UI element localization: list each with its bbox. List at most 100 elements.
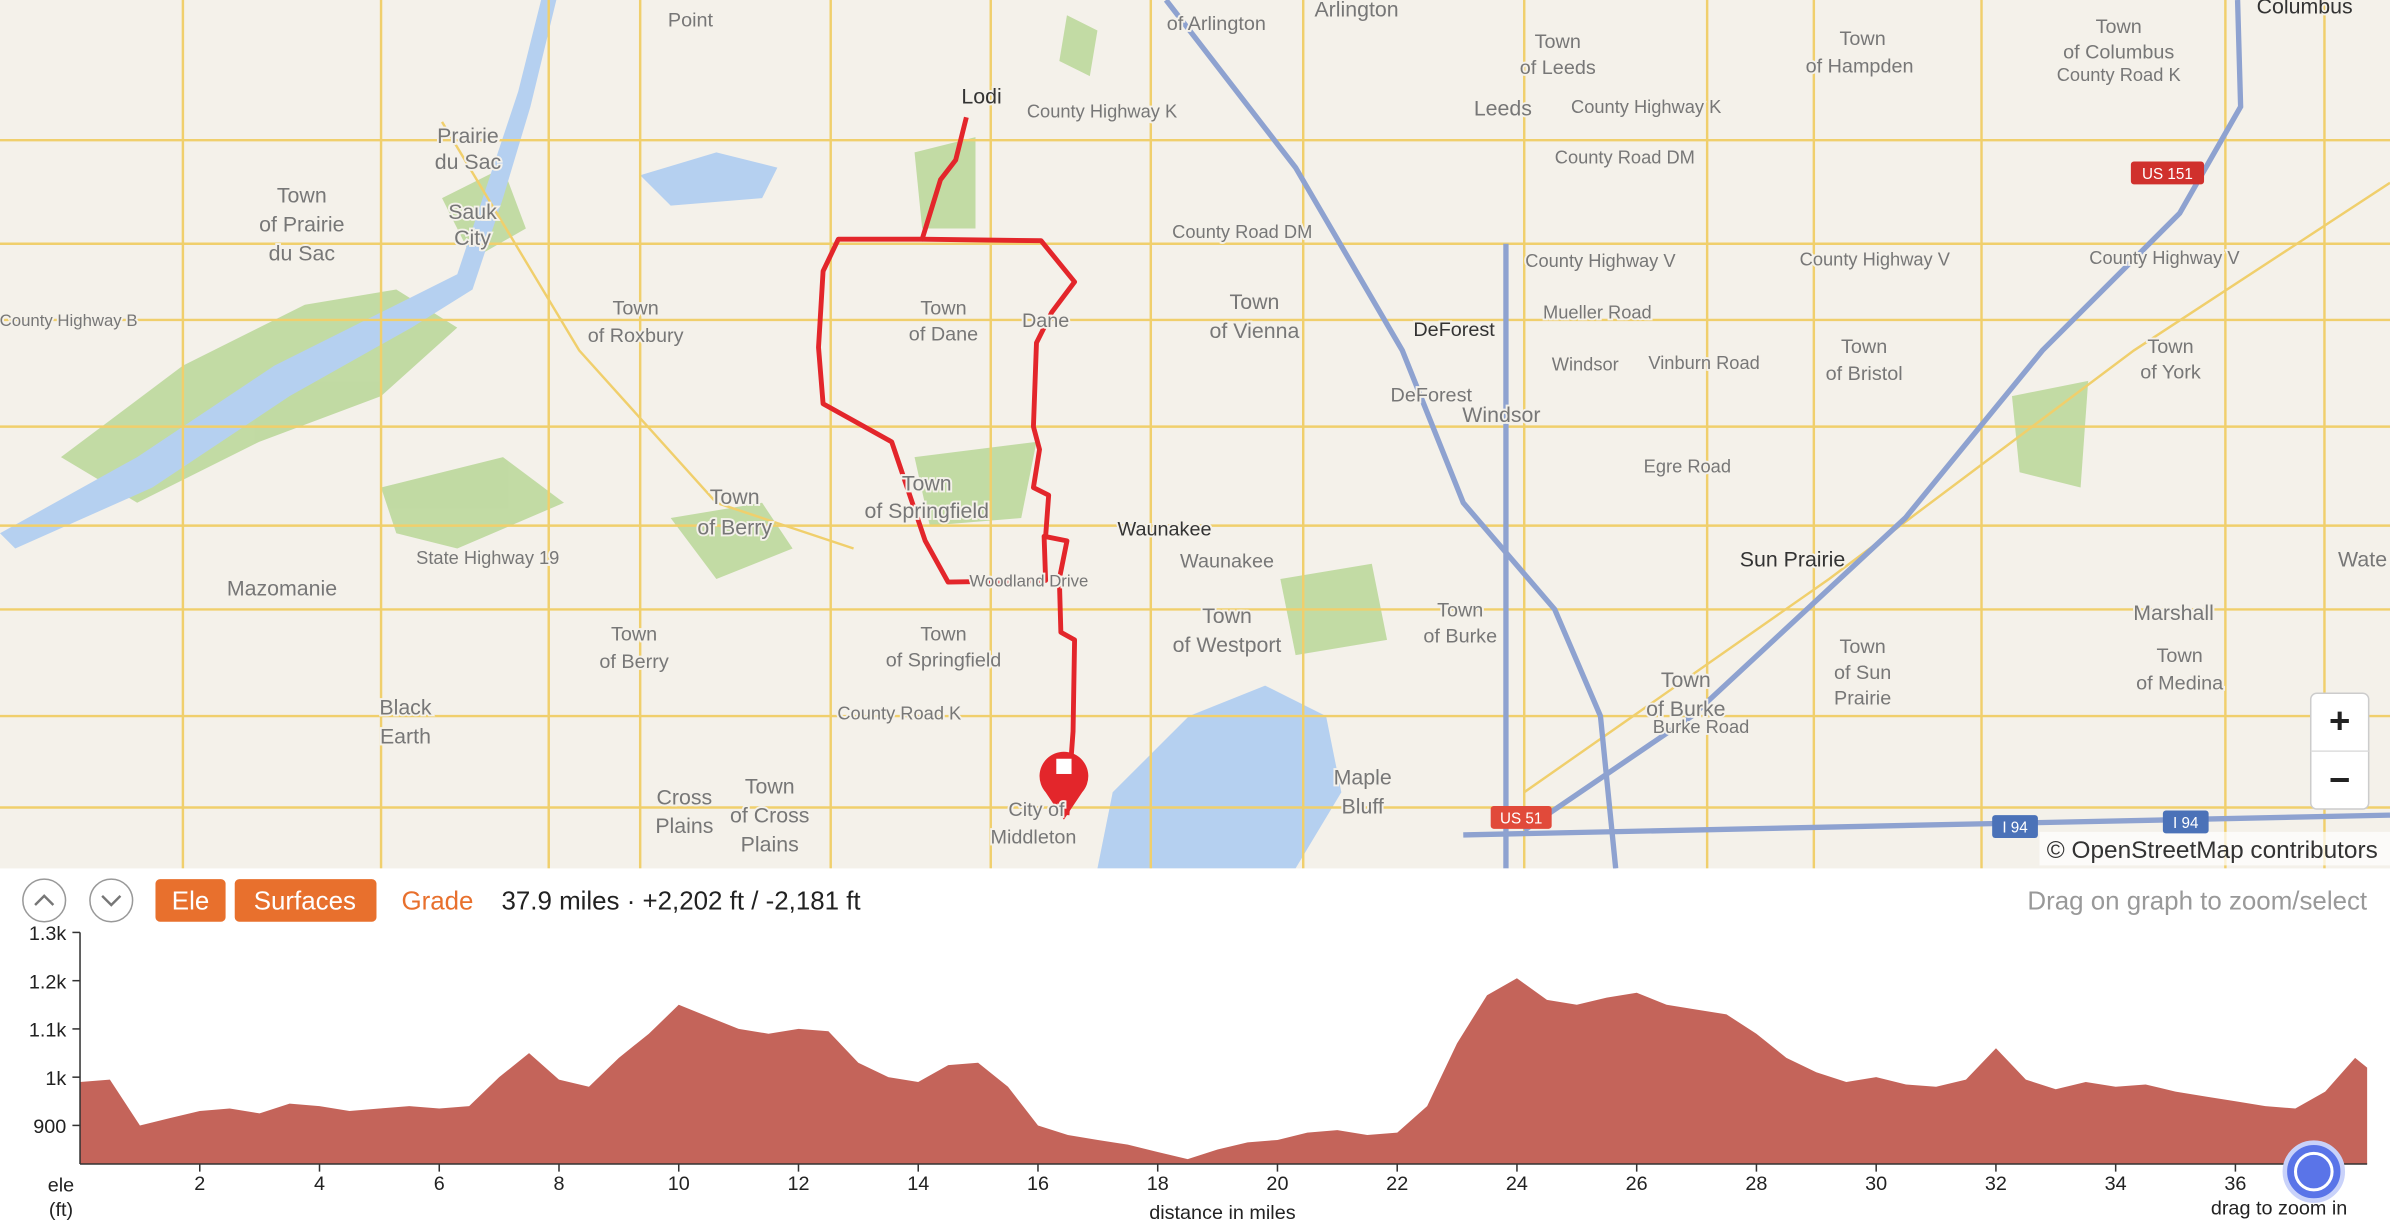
y-tick-label: 1.2k [29,971,67,993]
map-label: Town [2157,645,2203,667]
toolbar: Ele Surfaces Grade 37.9 miles · +2,202 f… [0,868,2390,933]
collapse-button[interactable] [22,878,67,923]
tab-surfaces[interactable] [234,879,377,922]
map-label: I 94 [2002,820,2028,837]
map-label: of Medina [2136,672,2224,694]
map-label: of Vienna [1210,319,1300,343]
map-label: Town [710,485,760,509]
map-label: Egre Road [1644,456,1731,477]
map-label: City [454,226,491,250]
map-label: Town [1841,336,1887,358]
map-label: of Dane [909,324,978,346]
map-label: I 94 [2173,815,2199,832]
expand-button[interactable] [89,878,134,923]
map-label: of Berry [697,516,772,540]
map-label: of Roxbury [588,325,684,347]
map-label: DeForest [1413,319,1495,341]
map-label: Windsor [1552,354,1619,375]
map-label: Town [1202,604,1252,628]
map-label: Town [1437,599,1483,621]
map-label: Town [920,298,966,320]
map-label: DeForest [1391,385,1473,407]
map-label: Arlington [1314,0,1398,22]
map-label: of Hampden [1806,55,1914,77]
map-label: of Springfield [886,650,1002,672]
map-label: Town [1840,636,1886,658]
y-tick-label: 1.1k [29,1020,67,1042]
map: of Arlington Arlington Point Lodi County Hig… [0,0,2390,869]
x-tick-label: 22 [1386,1173,1408,1195]
map-label: County Highway V [1800,248,1951,269]
tab-label[interactable]: Grade [401,888,473,916]
zoom-in[interactable]: + [2329,700,2350,741]
map-label: Sauk [448,200,497,224]
map-label: Bluff [1342,794,1384,818]
x-tick-label: 4 [314,1173,325,1195]
x-tick-label: 14 [907,1173,929,1195]
help-hint: drag to zoom in [2211,1197,2347,1219]
zoom-out[interactable]: − [2329,759,2350,800]
map-label: of Burke [1646,697,1725,721]
map-label: of Bristol [1826,363,1903,385]
map-label: of Burke [1423,625,1497,647]
map-label: Town [1230,290,1280,314]
map-label: Windsor [1462,403,1540,427]
map-label: County Road DM [1172,221,1312,242]
map-label: of Berry [599,651,668,673]
map-label: County Road K [2057,64,2181,85]
road-shield [2162,810,2209,834]
attribution: © OpenStreetMap contributors [2047,837,2378,864]
map-label: Waunakee [1180,551,1274,573]
map-label: Sun Prairie [1740,548,1846,572]
map-label: County Highway V [2089,247,2240,268]
x-tick-label: 12 [787,1173,809,1195]
tab-ele[interactable] [155,879,226,922]
map-label: of Prairie [259,212,344,236]
x-tick-label: 6 [434,1173,445,1195]
map-label: Middleton [990,826,1076,848]
x-tick-label: 26 [1626,1173,1648,1195]
x-tick-label: 16 [1027,1173,1049,1195]
map-label: Plains [741,833,799,857]
map-label: Plains [655,814,713,838]
map-label: US 151 [2142,166,2193,183]
x-tick-label: 32 [1985,1173,2007,1195]
map-label: Town [611,624,657,646]
tab-label[interactable]: Surfaces [254,888,356,916]
map-label: du Sac [435,150,502,174]
map-label: Black [379,695,432,719]
map-label: County Highway V [1525,250,1676,271]
route-stats: 37.9 miles · +2,202 ft / -2,181 ft [501,888,860,916]
y-tick-label: 1k [45,1068,66,1090]
map-label: Mueller Road [1543,302,1652,323]
map-label: State Highway 19 [416,547,559,568]
x-tick-label: 10 [668,1173,690,1195]
map-label: Columbus [2257,0,2353,19]
map-label: Leeds [1474,97,1532,121]
map-label: County Road K [837,702,961,723]
map-label: County Highway K [1571,96,1721,117]
map-label: Town [920,624,966,646]
map-label: of Westport [1173,633,1282,657]
help-button[interactable] [2282,1140,2346,1203]
tab-label[interactable]: Ele [172,888,209,916]
hint: Drag on graph to zoom/select [2027,888,2367,916]
map-label: Earth [380,724,431,748]
map-label: du Sac [269,241,336,265]
map-label: Prairie [1834,688,1891,710]
map-label: Cross [657,785,713,809]
map-label: City of [1008,799,1065,821]
x-tick-label: 2 [194,1173,205,1195]
map-label: Prairie [437,124,499,148]
map-label: Town [612,298,658,320]
map-label: Dane [1022,310,1069,332]
help-ring [2293,1151,2334,1192]
x-axis-label: distance in miles [1149,1202,1295,1224]
x-tick-label: 24 [1506,1173,1528,1195]
map-label: County Road DM [1555,146,1695,167]
y-axis-label: (ft) [49,1199,73,1221]
map-label: Town [1661,668,1711,692]
map-label: Lodi [961,84,1001,108]
